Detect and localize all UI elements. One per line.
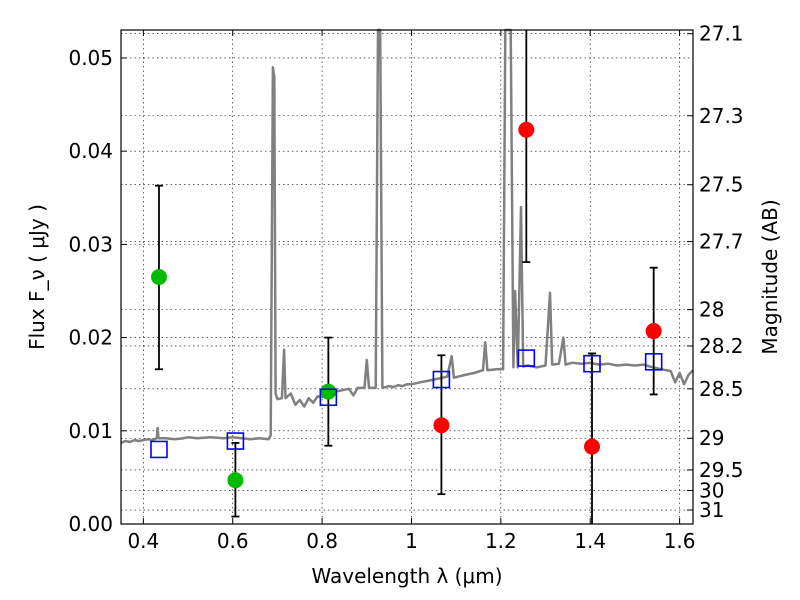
x-tick-label: 0.6 [217, 529, 249, 553]
x-tick-label: 1 [405, 529, 418, 553]
x-tick-label: 1.2 [485, 529, 517, 553]
right-tick-label: 28 [699, 298, 724, 322]
green-circle-point [150, 269, 167, 285]
right-tick-label: 27.1 [699, 22, 744, 46]
spectrum-layer [120, 28, 694, 445]
x-tick-label: 0.4 [127, 529, 159, 553]
right-tick-label: 28.5 [699, 377, 744, 401]
model-square-point [583, 354, 601, 373]
marker-layer [150, 121, 663, 489]
errorbar-layer [154, 30, 658, 524]
y-axis-label-right: Magnitude (AB) [758, 199, 782, 354]
red-circle-point [584, 438, 601, 455]
x-tick-label: 1.4 [574, 529, 606, 553]
plot-frame [120, 29, 694, 525]
right-tick-label: 27.7 [699, 230, 744, 254]
model-square-point [226, 432, 245, 450]
right-tick-label: 27.3 [699, 104, 744, 128]
green-circle-point [320, 383, 337, 400]
green-circle-point [227, 472, 244, 489]
axis-layer: 0.4 0.6 0.8 1 1.2 1.4 1.6 0.00 0.01 0.02 0.03 0.04 0… [68, 22, 743, 553]
red-circle-point [645, 323, 662, 340]
right-tick-label: 30 [699, 478, 724, 502]
y-axis-label: Flux F_ν ( μJy ) [25, 204, 49, 350]
y-tick-label: 0.03 [68, 232, 113, 256]
grid [121, 30, 693, 525]
x-tick-label: 0.8 [306, 529, 338, 553]
x-axis-label: Wavelength λ (μm) [311, 564, 502, 588]
spectrum-line [120, 28, 694, 445]
x-tick-label: 1.6 [664, 529, 696, 553]
y-tick-label: 0.01 [68, 419, 113, 443]
right-tick-label: 27.5 [699, 173, 744, 197]
right-tick-label: 29.5 [699, 458, 744, 482]
y-tick-label: 0.00 [68, 512, 113, 536]
model-square-point [517, 349, 536, 367]
model-square-point [432, 370, 451, 389]
y-tick-label: 0.04 [68, 139, 113, 163]
red-circle-point [518, 121, 535, 138]
right-tick-label: 29 [699, 426, 724, 450]
right-tick-label: 28.2 [699, 334, 744, 358]
model-square-point [319, 388, 338, 407]
y-tick-label: 0.05 [68, 46, 113, 70]
model-square-point [644, 353, 663, 371]
red-circle-point [433, 417, 450, 434]
y-tick-label: 0.02 [68, 326, 113, 350]
model-square-point [150, 440, 168, 459]
right-tick-label: 31 [699, 498, 724, 522]
